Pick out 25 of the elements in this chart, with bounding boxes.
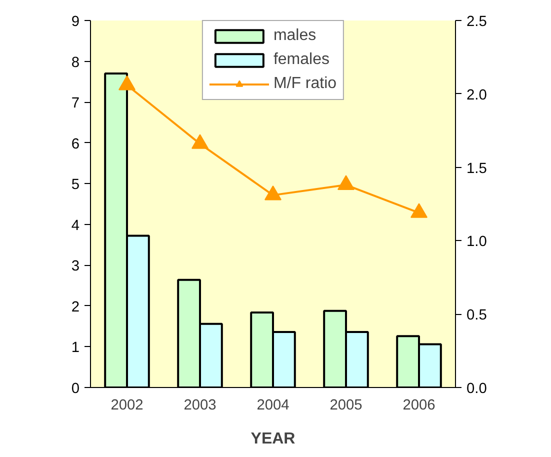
x-tick-label: 2006 xyxy=(402,398,436,414)
y-tick-label: 6 xyxy=(71,136,80,152)
x-tick-label: 2005 xyxy=(330,398,362,414)
y2-tick-label: 0.5 xyxy=(466,308,487,324)
y-tick-label: 9 xyxy=(71,14,80,30)
x-tick-label: 2002 xyxy=(110,398,144,414)
y2-tick-label: 2.0 xyxy=(466,87,487,104)
y2-tick-label: 0.0 xyxy=(466,381,487,397)
y-tick-label: 2 xyxy=(71,299,80,316)
y-tick-label: 3 xyxy=(71,258,80,275)
y-tick-label: 1 xyxy=(71,340,80,356)
y-tick-label: 4 xyxy=(71,218,80,234)
legend-label: M/F ratio xyxy=(273,75,337,93)
legend-label: males xyxy=(273,27,316,45)
x-axis-title: YEAR xyxy=(250,430,296,448)
x-tick-label: 2004 xyxy=(256,398,290,414)
y2-tick-label: 1.0 xyxy=(466,234,487,250)
y2-tick-label: 2.5 xyxy=(466,14,487,30)
y2-tick-label: 1.5 xyxy=(466,160,487,177)
legend-label: females xyxy=(273,51,330,69)
y-tick-label: 8 xyxy=(71,54,80,71)
x-tick-label: 2003 xyxy=(184,398,216,414)
y-tick-label: 0 xyxy=(71,381,80,397)
y-tick-label: 7 xyxy=(71,96,80,112)
y-tick-label: 5 xyxy=(71,177,80,194)
